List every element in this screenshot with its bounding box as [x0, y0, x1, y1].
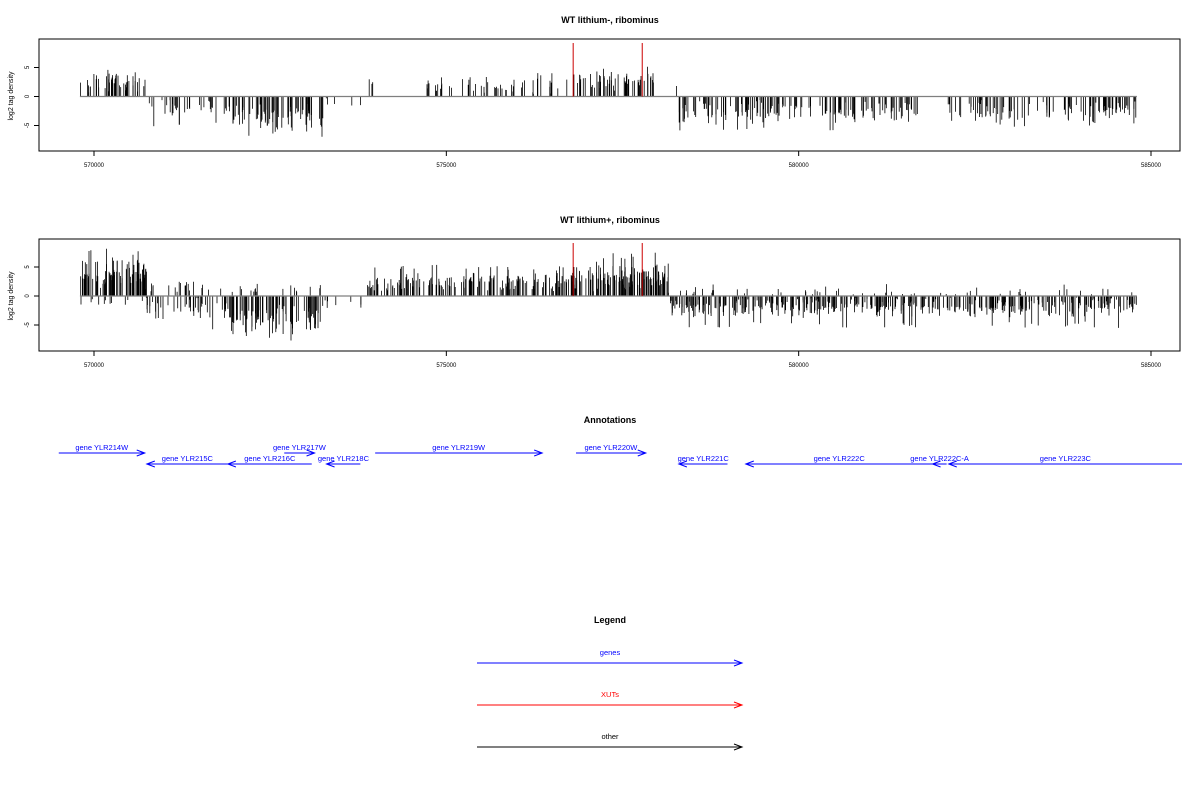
x-tick-label: 585000 [1141, 363, 1162, 369]
legend-item: other [477, 732, 744, 751]
arrow-head [533, 449, 544, 457]
x-tick-label: 580000 [789, 163, 810, 169]
legend-item: genes [477, 648, 744, 667]
arrow-head [325, 460, 335, 468]
y-axis-label: log2 tag density [8, 271, 15, 321]
gene-feature: gene YLR222C-A [910, 454, 969, 468]
panel-title: WT lithium+, ribominus [560, 215, 660, 225]
y-tick-label: -5 [25, 122, 31, 128]
legend-title: Legend [594, 615, 626, 625]
arrow-head [744, 460, 754, 468]
gene-feature: gene YLR220W [575, 443, 648, 457]
legend-arrow-head [733, 701, 744, 709]
gene-feature: gene YLR217W [273, 443, 327, 457]
x-tick-label: 575000 [436, 363, 457, 369]
x-tick-label: 585000 [1141, 163, 1162, 169]
gene-label: gene YLR222C [814, 454, 866, 463]
y-axis: -5 0 5 [25, 65, 40, 128]
x-tick-label: 570000 [84, 363, 105, 369]
gene-feature: gene YLR216C [226, 454, 312, 468]
y-axis-label: log2 tag density [8, 71, 15, 121]
legend: Legend genes XUTs other [477, 615, 744, 751]
arrow-head [931, 460, 941, 468]
gene-feature: gene YLR219W [375, 443, 544, 457]
gene-label: gene YLR217W [273, 443, 327, 452]
gene-label: gene YLR219W [432, 443, 486, 452]
x-tick-label: 575000 [436, 163, 457, 169]
gene-label: gene YLR214W [75, 443, 129, 452]
marker-lines [572, 243, 643, 296]
x-axis: 570000 575000 580000 585000 [84, 150, 1162, 169]
x-tick-label: 570000 [84, 163, 105, 169]
marker-lines [572, 43, 643, 97]
y-tick-label: 0 [25, 294, 31, 298]
legend-item: XUTs [477, 690, 744, 709]
gene-label: gene YLR218C [318, 454, 370, 463]
y-tick-label: -5 [25, 322, 31, 328]
y-axis: -5 0 5 [25, 265, 40, 328]
gene-label: gene YLR220W [584, 443, 638, 452]
arrow-head [136, 449, 147, 457]
gene-label: gene YLR223C [1040, 454, 1092, 463]
y-tick-label: 5 [25, 65, 31, 69]
gene-label: gene YLR216C [244, 454, 296, 463]
arrow-head [226, 460, 237, 468]
panel-lithium-plus: WT lithium+, ribominus log2 tag density … [8, 215, 1181, 369]
panel-title: WT lithium-, ribominus [561, 15, 659, 25]
x-tick-label: 580000 [789, 363, 810, 369]
gene-label: gene YLR222C-A [910, 454, 969, 463]
legend-label: genes [600, 648, 621, 657]
annotations-title: Annotations [584, 415, 637, 425]
density-bars [80, 66, 1137, 137]
panel-lithium-minus: WT lithium-, ribominus log2 tag density … [8, 15, 1181, 169]
arrow-head [947, 460, 957, 468]
density-bars [80, 248, 1137, 341]
gene-feature: gene YLR221C [677, 454, 730, 468]
arrow-head [677, 460, 688, 468]
gene-feature: gene YLR214W [58, 443, 147, 457]
gene-feature: gene YLR223C [947, 454, 1182, 468]
gene-label: gene YLR215C [162, 454, 214, 463]
legend-label: other [601, 732, 619, 741]
gene-arrows: gene YLR214W gene YLR215C gene YLR216C gene… [58, 443, 1182, 468]
arrow-head [306, 449, 316, 457]
y-tick-label: 0 [25, 94, 31, 98]
gene-label: gene YLR221C [678, 454, 730, 463]
plot-frame [38, 238, 1181, 352]
gene-feature: gene YLR222C [744, 454, 933, 468]
gene-feature: gene YLR215C [145, 454, 228, 468]
legend-items: genes XUTs other [477, 648, 744, 751]
x-axis: 570000 575000 580000 585000 [84, 350, 1162, 369]
legend-arrow-head [733, 659, 744, 667]
arrow-head [637, 449, 648, 457]
legend-label: XUTs [601, 690, 619, 699]
gene-feature: gene YLR218C [318, 454, 370, 468]
legend-arrow-head [733, 743, 744, 751]
y-tick-label: 5 [25, 265, 31, 269]
arrow-head [145, 460, 156, 468]
